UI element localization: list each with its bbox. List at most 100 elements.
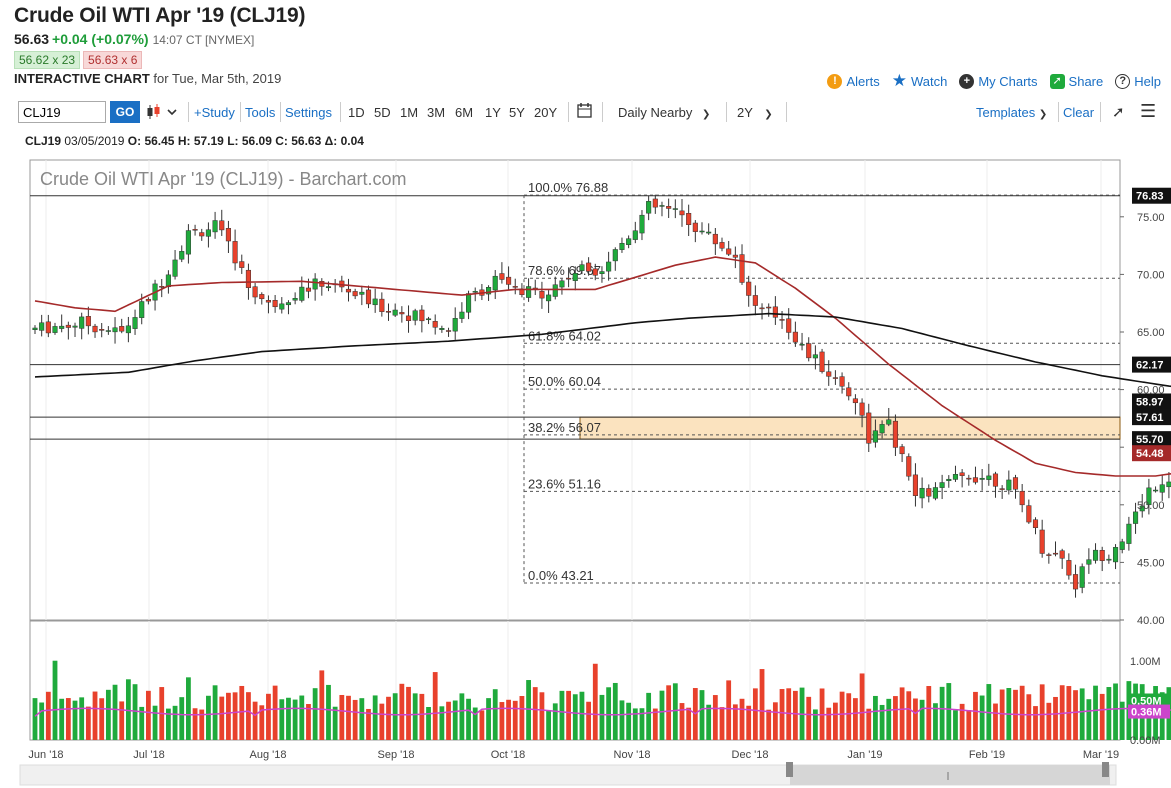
volume-bar [419, 693, 425, 740]
candle [712, 228, 718, 255]
candle [572, 266, 578, 291]
candle-body [486, 287, 492, 295]
share-button[interactable]: ➚ Share [1049, 73, 1103, 89]
candle-body [1072, 574, 1079, 590]
volume-bar [39, 702, 45, 740]
volume-bar [939, 686, 945, 740]
candle [385, 303, 392, 321]
tools-button[interactable]: Tools [245, 105, 276, 120]
candle-body [492, 275, 498, 291]
candle-body [746, 281, 752, 296]
chevron-down-icon: ❯ [702, 109, 711, 120]
candle [519, 283, 525, 298]
candle-body [726, 248, 732, 255]
volume-bar [486, 698, 491, 740]
candle [165, 270, 171, 294]
candle-body [719, 242, 725, 249]
range-20y[interactable]: 20Y [534, 105, 558, 120]
symbol-input[interactable] [18, 101, 106, 123]
period-select[interactable]: 2Y ❯ [737, 105, 773, 120]
candle-body [866, 412, 872, 444]
candle [926, 484, 932, 503]
candle [1112, 544, 1119, 570]
go-button[interactable]: GO [110, 101, 140, 123]
candle [839, 372, 845, 394]
candle [412, 308, 418, 326]
volume-bar [392, 693, 398, 740]
star-icon: ★ [891, 71, 907, 90]
price-label-box [1132, 445, 1171, 462]
volume-bar [686, 707, 692, 740]
candle-type-icon[interactable] [146, 102, 184, 125]
fib-level-label: 78.6% 69.67 [528, 263, 601, 278]
candle-body [212, 220, 218, 233]
candle-body [499, 273, 505, 280]
expand-icon[interactable]: ➚ [1112, 104, 1125, 121]
candle-body [1106, 558, 1112, 561]
fib-level-label: 61.8% 64.02 [528, 328, 601, 343]
candle [1099, 546, 1105, 572]
range-5d[interactable]: 5D [374, 105, 391, 120]
candle [779, 311, 785, 329]
candle [312, 273, 318, 301]
menu-icon[interactable]: ☰ [1140, 101, 1157, 121]
candle-body [972, 477, 979, 483]
my-charts-button[interactable]: + My Charts [959, 73, 1038, 89]
candle [512, 278, 518, 295]
range-3m[interactable]: 3M [427, 105, 446, 120]
candle [39, 314, 45, 337]
range-1m[interactable]: 1M [400, 105, 419, 120]
price-label-box [1132, 187, 1171, 204]
templates-button[interactable]: Templates ❯ [976, 105, 1047, 120]
candle [739, 244, 745, 285]
candle-body [1126, 523, 1132, 544]
candle [532, 279, 538, 296]
range-6m[interactable]: 6M [455, 105, 474, 120]
candle-body [912, 474, 918, 496]
candle-body [812, 354, 818, 359]
calendar-icon[interactable] [577, 102, 593, 123]
volume-bar [1133, 683, 1138, 740]
volume-bar [672, 683, 678, 740]
candle [212, 211, 218, 239]
candle-body [999, 488, 1005, 490]
candle [846, 382, 852, 401]
candle-body [1159, 484, 1165, 493]
candle [352, 288, 358, 300]
candle-body [519, 288, 525, 295]
range-1y[interactable]: 1Y [485, 105, 501, 120]
settings-button[interactable]: Settings [285, 105, 332, 120]
price-label-text: 62.17 [1136, 360, 1164, 372]
clear-button[interactable]: Clear [1063, 105, 1095, 120]
study-button[interactable]: +Study [194, 105, 235, 120]
candle-body [339, 280, 345, 288]
range-5y[interactable]: 5Y [509, 105, 525, 120]
candle-body [1153, 489, 1159, 492]
volume-bar [552, 703, 558, 740]
candle-body [32, 327, 38, 331]
interactive-chart-label: INTERACTIVE CHART [14, 71, 150, 86]
candle [1106, 554, 1112, 564]
candle [252, 282, 258, 305]
help-button[interactable]: ? Help [1115, 73, 1161, 89]
volume-bar [1079, 688, 1085, 740]
volume-bar [192, 708, 198, 740]
price-label-box [1132, 409, 1171, 426]
range-1d[interactable]: 1D [348, 105, 365, 120]
candle-body [319, 280, 325, 287]
candle-body [232, 241, 238, 264]
ohlc-high: H: 57.19 [177, 134, 224, 148]
volume-bar [152, 705, 158, 740]
fib-level-label: 50.0% 60.04 [528, 374, 601, 389]
volume-bar [993, 703, 998, 740]
aggregation-select[interactable]: Daily Nearby ❯ [618, 105, 710, 120]
header: Crude Oil WTI Apr '19 (CLJ19) [14, 4, 305, 28]
candle-body [145, 298, 151, 302]
y-tick-label: 50.00 [1137, 500, 1165, 512]
candle [272, 294, 278, 313]
volume-bar [352, 699, 358, 740]
watch-button[interactable]: ★ Watch [892, 71, 948, 91]
candle [445, 327, 452, 337]
volume-bar [806, 696, 812, 740]
alerts-button[interactable]: ! Alerts [827, 73, 880, 89]
